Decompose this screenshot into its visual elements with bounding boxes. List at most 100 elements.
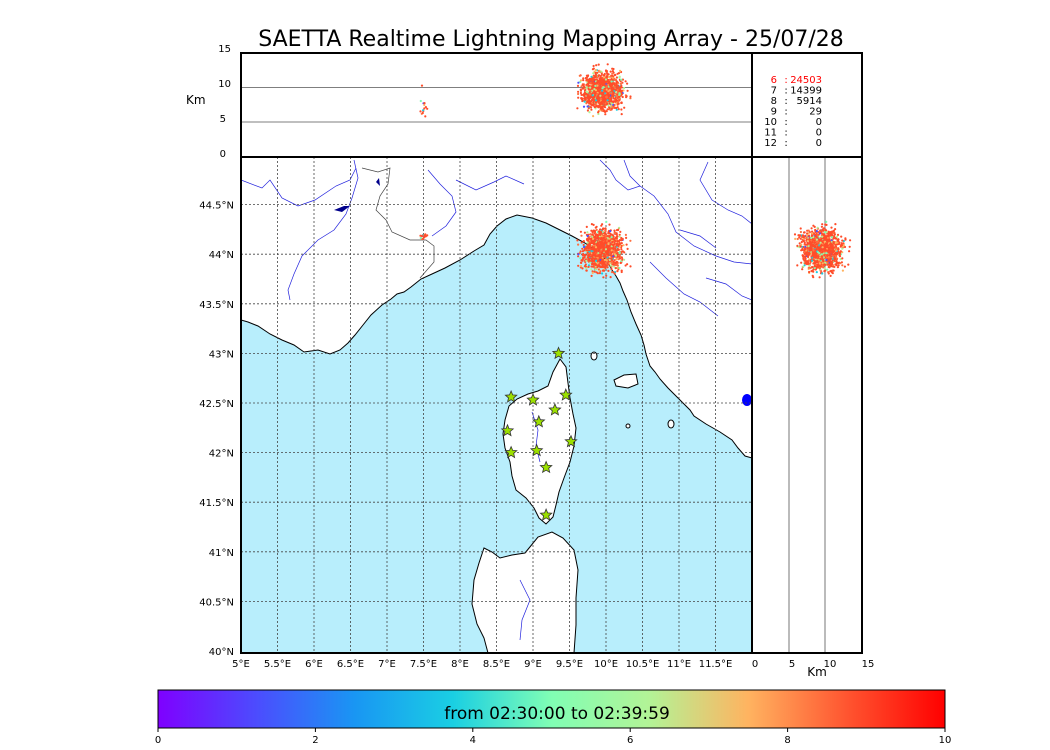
lightning-source <box>841 257 844 260</box>
lightning-source <box>841 239 844 242</box>
lightning-source <box>597 111 600 114</box>
lightning-source <box>842 242 845 245</box>
lightning-source <box>827 251 831 254</box>
lightning-source <box>586 234 589 237</box>
lightning-source <box>815 248 818 251</box>
lightning-source <box>818 265 821 268</box>
lightning-source <box>617 248 620 251</box>
lightning-source <box>614 73 617 76</box>
lightning-source <box>610 107 613 110</box>
lightning-source <box>832 229 836 232</box>
lightning-source <box>619 69 622 72</box>
lightning-source <box>839 244 843 247</box>
lightning-source <box>804 262 807 265</box>
lightning-source <box>825 244 828 247</box>
lightning-source <box>579 88 582 91</box>
stats-value: 24503 <box>790 75 822 86</box>
lightning-source <box>599 228 602 231</box>
lightning-source <box>579 230 583 233</box>
lightning-source <box>834 263 837 266</box>
lightning-source <box>828 263 831 266</box>
lightning-source <box>608 258 612 262</box>
lightning-source <box>611 240 614 244</box>
lightning-source <box>593 270 596 273</box>
lightning-source <box>848 250 851 253</box>
lightning-source <box>619 230 622 233</box>
lightning-source <box>824 261 827 264</box>
lightning-source <box>807 266 810 269</box>
lightning-source <box>597 230 601 233</box>
lightning-source <box>613 272 616 275</box>
lightning-source <box>592 241 595 244</box>
colorbar-label: from 02:30:00 to 02:39:59 <box>444 704 670 724</box>
lightning-source <box>810 227 813 230</box>
lat-tick-label: 42°N <box>209 449 234 460</box>
lightning-source <box>810 236 813 240</box>
lightning-source <box>625 243 628 246</box>
lightning-source <box>828 266 831 269</box>
lightning-source <box>610 84 614 87</box>
lightning-source <box>822 229 825 232</box>
lightning-source <box>830 271 834 274</box>
lightning-source <box>419 236 422 240</box>
altitude-ytick: 15 <box>218 44 231 55</box>
lightning-source <box>821 262 824 265</box>
lightning-source <box>608 102 611 105</box>
lightning-source <box>615 84 619 87</box>
lightning-source <box>813 241 817 244</box>
lightning-source <box>622 244 625 247</box>
lightning-source <box>611 262 614 265</box>
lightning-source <box>836 257 839 260</box>
lightning-source <box>590 108 593 111</box>
lightning-source <box>619 245 622 248</box>
lightning-source <box>829 257 833 260</box>
lightning-source <box>599 238 602 241</box>
lightning-source <box>600 72 603 75</box>
lightning-source <box>838 255 842 258</box>
lightning-source <box>591 92 594 95</box>
lightning-source <box>608 89 611 92</box>
lightning-source <box>813 266 816 270</box>
colorbar-tick: 4 <box>470 735 476 746</box>
lightning-source <box>589 261 592 264</box>
lightning-source <box>614 88 617 91</box>
lightning-source <box>600 97 603 100</box>
lightning-source <box>621 81 624 84</box>
lightning-source <box>604 113 607 116</box>
lightning-source <box>616 235 619 238</box>
lon-tick-label: 5°E <box>232 659 250 670</box>
lightning-source <box>600 265 603 268</box>
lightning-source <box>419 234 422 237</box>
lightning-source <box>585 76 589 79</box>
lightning-source <box>587 78 590 81</box>
island <box>625 423 631 429</box>
lightning-source <box>828 232 832 235</box>
lightning-source <box>600 231 603 234</box>
lightning-source <box>585 102 588 105</box>
lightning-source <box>608 106 611 110</box>
lightning-source <box>577 253 580 256</box>
side-altitude-panel: 0 5 10 15 Km <box>751 156 874 679</box>
lightning-source <box>587 265 590 268</box>
lightning-source <box>601 100 604 103</box>
lightning-source <box>812 249 815 252</box>
lightning-source <box>605 75 609 78</box>
lightning-source <box>836 266 840 269</box>
stats-key: 7 <box>771 86 777 97</box>
lightning-source <box>823 240 826 243</box>
lightning-source <box>609 230 612 233</box>
lightning-source <box>827 238 830 241</box>
lightning-source <box>595 271 598 274</box>
lightning-source <box>814 255 817 258</box>
lightning-source <box>848 245 851 248</box>
station-star-icon <box>551 346 566 360</box>
lightning-source <box>822 256 825 259</box>
lightning-source <box>423 103 426 107</box>
lightning-source <box>596 259 599 262</box>
lightning-source <box>612 246 615 250</box>
lightning-source <box>585 87 588 90</box>
lightning-source <box>591 270 594 273</box>
lightning-source <box>625 95 628 98</box>
lightning-source <box>581 267 584 270</box>
lightning-source <box>594 250 597 253</box>
